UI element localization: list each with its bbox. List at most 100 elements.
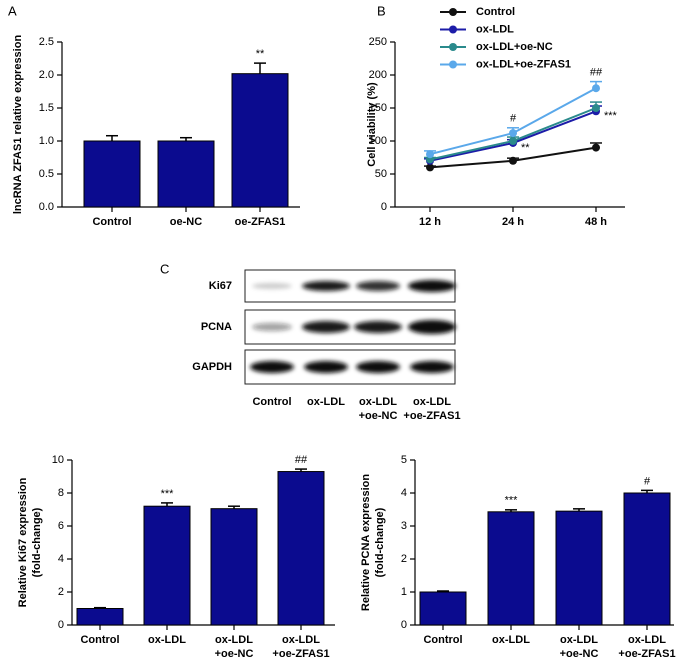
band xyxy=(408,280,456,292)
point xyxy=(592,84,600,93)
y-axis-label: Relative Ki67 expression (fold-change) xyxy=(17,477,43,607)
band xyxy=(354,321,402,333)
y-axis-label: Relative PCNA expression (fold-change) xyxy=(360,474,386,611)
y-tick-label: 0.0 xyxy=(39,201,54,213)
y-tick-label: 0 xyxy=(381,201,387,213)
panel-label: C xyxy=(160,261,169,276)
bar xyxy=(76,608,124,626)
x-tick-label: Control xyxy=(423,634,462,646)
bar xyxy=(419,591,467,626)
point xyxy=(592,104,600,112)
y-tick-label: 4 xyxy=(58,553,64,565)
x-tick-label: 24 h xyxy=(502,216,524,228)
significance-label: *** xyxy=(604,110,618,122)
significance-label: ** xyxy=(256,48,265,60)
y-axis-label: lncRNA ZFAS1 relative expression xyxy=(12,35,24,215)
legend-label: ox-LDL+oe-ZFAS1 xyxy=(476,58,571,70)
y-tick-label: 2.5 xyxy=(39,36,54,48)
y-tick-label: 2 xyxy=(58,586,64,598)
y-tick-label: 3 xyxy=(401,520,407,532)
point xyxy=(426,163,434,172)
x-tick-label: 12 h xyxy=(419,216,441,228)
significance-label: ## xyxy=(295,454,308,466)
band xyxy=(356,281,400,291)
x-tick-label: Control xyxy=(80,634,119,646)
y-tick-label: 5 xyxy=(401,454,407,466)
x-tick-label: ox-LDL +oe-ZFAS1 xyxy=(272,634,329,660)
y-tick-label: 10 xyxy=(52,454,64,466)
legend-label: ox-LDL xyxy=(476,23,514,35)
y-tick-label: 2.0 xyxy=(39,69,54,81)
bar xyxy=(83,140,141,208)
panel-label: B xyxy=(377,3,386,18)
bar xyxy=(210,508,258,626)
y-tick-label: 0 xyxy=(401,619,407,631)
significance-label: ## xyxy=(590,67,603,79)
y-tick-label: 2 xyxy=(401,553,407,565)
blot-lane-label: ox-LDL +oe-ZFAS1 xyxy=(403,396,460,422)
band xyxy=(302,321,350,333)
legend-label: ox-LDL+oe-NC xyxy=(476,41,553,53)
blot-row-label: Ki67 xyxy=(209,280,232,292)
band xyxy=(356,361,400,373)
point xyxy=(509,129,517,138)
band xyxy=(408,320,456,334)
y-tick-label: 1.5 xyxy=(39,102,54,114)
x-tick-label: Control xyxy=(92,216,131,228)
y-tick-label: 1.0 xyxy=(39,135,54,147)
x-tick-label: oe-ZFAS1 xyxy=(235,216,286,228)
blot-row-label: PCNA xyxy=(201,321,232,333)
blot-row-label: GAPDH xyxy=(192,361,232,373)
point xyxy=(426,150,434,159)
bar xyxy=(277,471,325,626)
y-tick-label: 0.5 xyxy=(39,168,54,180)
significance-label: # xyxy=(644,475,651,487)
significance-label: *** xyxy=(161,488,175,500)
y-tick-label: 0 xyxy=(58,619,64,631)
y-tick-label: 4 xyxy=(401,487,407,499)
y-tick-label: 8 xyxy=(58,487,64,499)
x-tick-label: ox-LDL +oe-NC xyxy=(560,634,599,660)
legend-marker xyxy=(449,43,457,51)
band xyxy=(250,361,294,373)
significance-label: ** xyxy=(521,142,530,154)
y-tick-label: 100 xyxy=(369,135,387,147)
blot-lane-label: ox-LDL +oe-NC xyxy=(359,396,398,422)
y-tick-label: 1 xyxy=(401,586,407,598)
y-tick-label: 50 xyxy=(375,168,387,180)
point xyxy=(592,143,600,152)
bar xyxy=(231,73,289,208)
x-tick-label: ox-LDL +oe-NC xyxy=(215,634,254,660)
x-tick-label: ox-LDL xyxy=(148,634,186,646)
bar xyxy=(623,492,671,626)
x-tick-label: 48 h xyxy=(585,216,607,228)
x-tick-label: ox-LDL xyxy=(492,634,530,646)
y-tick-label: 6 xyxy=(58,520,64,532)
significance-label: *** xyxy=(505,495,519,507)
band xyxy=(302,281,350,291)
bar xyxy=(143,505,191,626)
band xyxy=(252,323,292,331)
legend-label: Control xyxy=(476,6,515,18)
band xyxy=(304,361,348,373)
significance-label: # xyxy=(510,113,517,125)
bar xyxy=(157,140,215,208)
x-tick-label: ox-LDL +oe-ZFAS1 xyxy=(618,634,675,660)
blot-lane-label: ox-LDL xyxy=(307,396,345,408)
y-tick-label: 200 xyxy=(369,69,387,81)
point xyxy=(509,137,517,145)
blot-lane-label: Control xyxy=(252,396,291,408)
panel-label: A xyxy=(8,3,17,18)
y-tick-label: 250 xyxy=(369,36,387,48)
point xyxy=(509,156,517,165)
y-tick-label: 150 xyxy=(369,102,387,114)
x-tick-label: oe-NC xyxy=(170,216,202,228)
band xyxy=(252,283,292,289)
bar xyxy=(555,510,603,626)
bar xyxy=(487,511,535,626)
legend-marker xyxy=(449,8,457,16)
legend-marker xyxy=(449,25,457,34)
blot xyxy=(244,269,456,385)
y-axis-label: Cell viability (%) xyxy=(366,82,378,167)
